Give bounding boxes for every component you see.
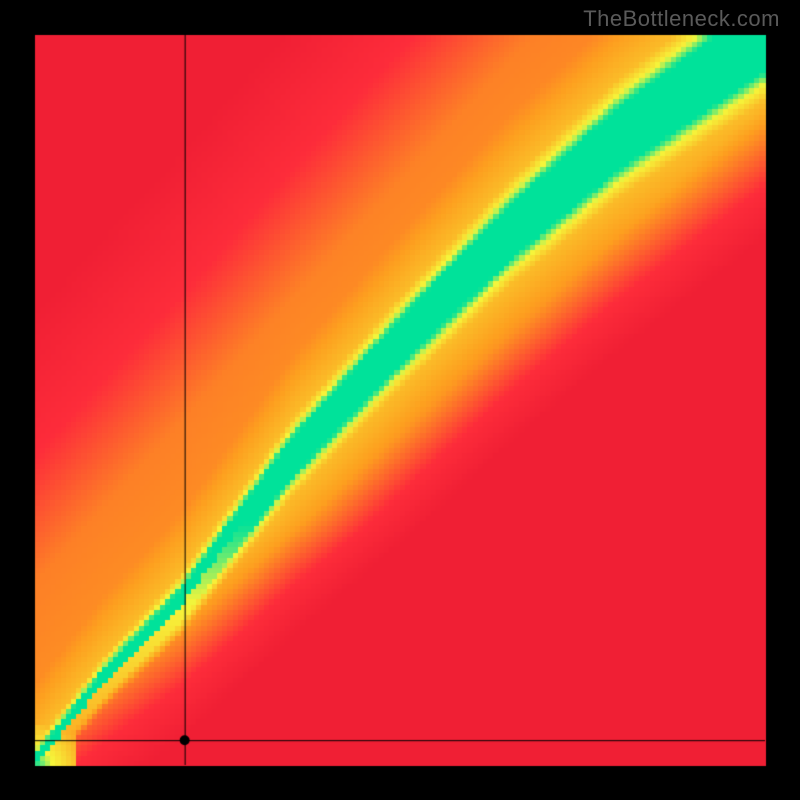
bottleneck-heatmap <box>0 0 800 800</box>
watermark-text: TheBottleneck.com <box>583 6 780 32</box>
root-container: TheBottleneck.com <box>0 0 800 800</box>
